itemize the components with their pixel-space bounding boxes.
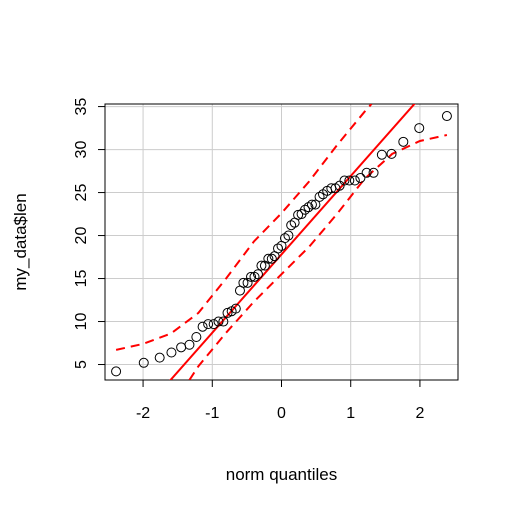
confidence-band-lower (188, 134, 448, 380)
data-point (138, 357, 149, 368)
x-tick-label: 2 (415, 405, 424, 422)
data-point (242, 277, 253, 288)
data-point (355, 172, 366, 183)
x-tick-label: 0 (277, 405, 286, 422)
data-point (166, 347, 177, 358)
data-point (203, 319, 214, 330)
data-point (376, 149, 387, 160)
plot-area (115, 104, 448, 380)
data-point (259, 260, 270, 271)
x-tick-label: -2 (136, 405, 150, 422)
x-axis: -2 -1 0 1 2 (136, 380, 424, 422)
data-point (176, 342, 187, 353)
data-point (230, 303, 241, 314)
y-tick-label: 15 (73, 270, 90, 288)
y-tick-label: 25 (73, 184, 90, 202)
data-point (238, 277, 249, 288)
data-point (191, 332, 202, 343)
data-point (310, 199, 321, 210)
data-point (398, 136, 409, 147)
grid-lines (105, 104, 458, 380)
data-point (263, 253, 274, 264)
data-point (246, 271, 257, 282)
y-axis-title: my_data$len (11, 193, 30, 290)
data-point (213, 316, 224, 327)
series-layer (111, 104, 452, 380)
data-point (286, 220, 297, 231)
data-point (111, 366, 122, 377)
data-point (208, 319, 219, 330)
reference-line (169, 104, 416, 380)
data-point (306, 199, 317, 210)
data-point (368, 167, 379, 178)
y-tick-label: 5 (73, 360, 90, 369)
x-tick-label: -1 (205, 405, 219, 422)
data-point (339, 175, 350, 186)
data-point (197, 321, 208, 332)
data-point (314, 191, 325, 202)
data-point (344, 175, 355, 186)
data-point (266, 253, 277, 264)
data-point (252, 269, 263, 280)
data-point (218, 316, 229, 327)
data-point (303, 202, 314, 213)
data-point (154, 352, 165, 363)
data-point (283, 230, 294, 241)
data-point (414, 123, 425, 134)
x-axis-title: norm quantiles (226, 465, 338, 484)
data-point (441, 111, 452, 122)
data-point (279, 233, 290, 244)
y-tick-label: 30 (73, 141, 90, 159)
data-point (256, 260, 267, 271)
data-point (293, 209, 304, 220)
data-point (361, 167, 372, 178)
x-tick-label: 1 (346, 405, 355, 422)
y-tick-label: 35 (73, 98, 90, 116)
data-point (300, 204, 311, 215)
data-point (349, 175, 360, 186)
y-tick-label: 10 (73, 313, 90, 331)
confidence-band-upper (115, 104, 373, 351)
data-point (273, 243, 284, 254)
y-axis: 5 10 15 20 25 30 35 (73, 98, 105, 369)
data-point (184, 339, 195, 350)
y-tick-label: 20 (73, 227, 90, 245)
data-point (249, 271, 260, 282)
data-point (386, 148, 397, 159)
